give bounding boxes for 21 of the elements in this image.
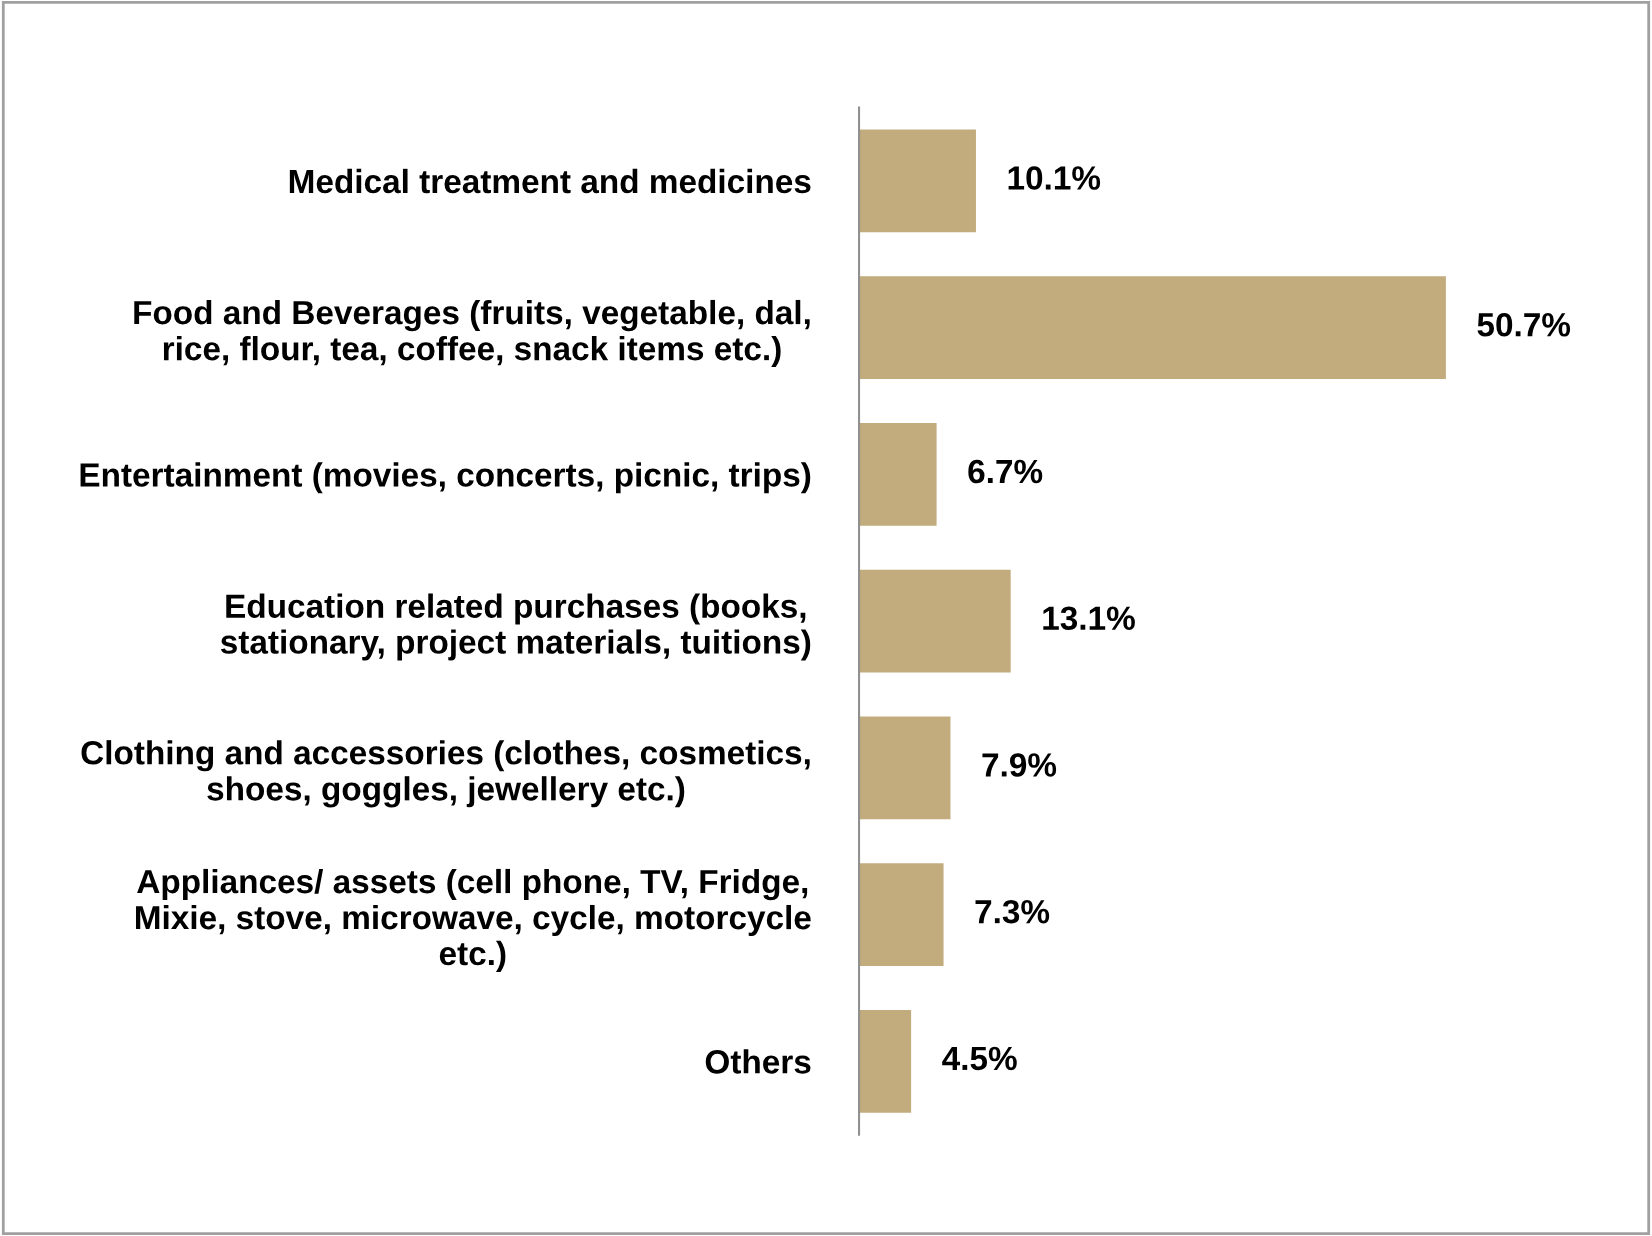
data-label: 7.3% [975,899,1050,924]
data-label: 6.7% [968,459,1043,484]
data-label: 4.5% [942,1046,1017,1071]
y-tick-label: Medical treatment and medicines [289,168,811,194]
bar [859,569,1011,673]
bar [859,863,944,966]
bar [859,276,1446,379]
y-tick-label: Entertainment (movies, concerts, picnic, trips) [80,462,811,494]
bar [859,129,976,233]
y-tick-label: Clothing and accessories (clothes, cosmetics, shoes, goggles, jewellery etc.) [81,740,810,808]
bar [859,716,951,820]
data-label: 13.1% [1043,606,1135,631]
y-tick-label: Appliances/ assets (cell phone, TV, Fridge, Mixie, stove, microwave, cycle, motorcycle etc.) [135,868,811,972]
data-label: 10.1% [1008,166,1101,190]
y-tick-label: Education related purchases (books, stationary, project materials, tuitions) [220,593,811,661]
y-tick-label: Food and Beverages (fruits, vegetable, dal, rice, flour, tea, coffee, snack items etc.) [134,299,810,368]
data-label: 50.7% [1477,312,1571,337]
y-tick-label: Others [705,1049,811,1074]
bar [859,423,937,526]
data-label: 7.9% [982,753,1057,777]
bar [859,1009,912,1113]
